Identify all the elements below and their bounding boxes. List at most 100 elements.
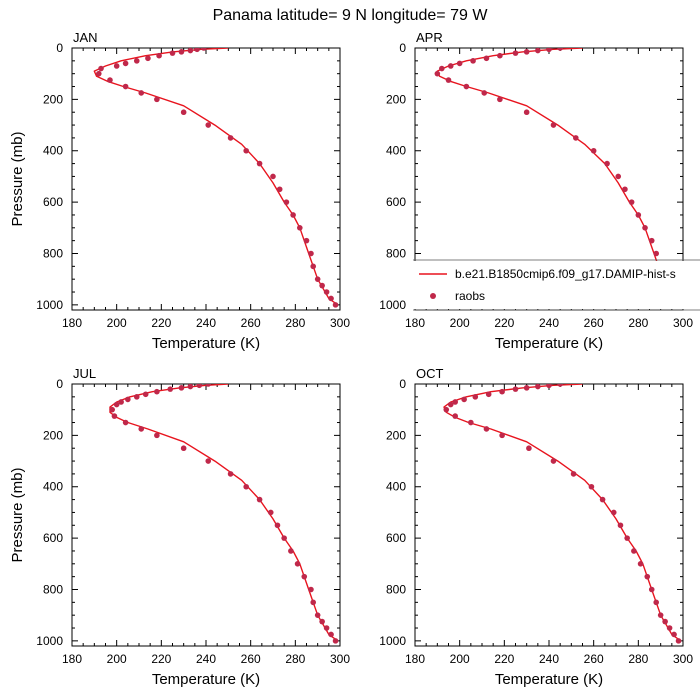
raobs-point [319, 282, 325, 289]
raobs-point [167, 386, 174, 392]
raobs-point [138, 90, 145, 96]
raobs-point [644, 573, 651, 580]
raobs-point [310, 599, 317, 606]
y-tick-label: 400 [386, 480, 406, 494]
raobs-point [227, 135, 234, 141]
model-line [109, 384, 339, 642]
raobs-point [445, 77, 452, 83]
raobs-point [109, 406, 115, 413]
y-tick-label: 600 [43, 195, 63, 209]
raobs-point [113, 63, 120, 69]
raobs-point [452, 399, 459, 405]
raobs-point [122, 60, 129, 67]
raobs-point [308, 586, 314, 593]
raobs-point [145, 55, 151, 62]
panel-label: JAN [73, 30, 98, 45]
x-tick-label: 200 [450, 316, 470, 330]
raobs-point [546, 48, 552, 53]
raobs-point [481, 90, 488, 96]
raobs-point [142, 391, 149, 398]
x-tick-label: 300 [673, 652, 693, 666]
y-tick-label: 0 [56, 41, 63, 55]
raobs-point [523, 109, 530, 116]
x-tick-label: 300 [673, 316, 693, 330]
raobs-point [557, 384, 563, 387]
raobs-point [570, 471, 577, 477]
raobs-point [154, 388, 160, 395]
raobs-point [133, 58, 140, 64]
raobs-point [122, 83, 129, 90]
plot-area [434, 48, 682, 308]
raobs-point [648, 586, 655, 593]
raobs-point [499, 432, 505, 439]
raobs-point [205, 122, 212, 128]
raobs-point [657, 612, 664, 618]
raobs-point [497, 96, 503, 103]
raobs-point [523, 49, 530, 55]
y-tick-label: 600 [386, 195, 406, 209]
plot-area [93, 48, 339, 308]
x-axis-label: Temperature (K) [495, 671, 603, 688]
raobs-point [671, 631, 677, 638]
raobs-point [499, 388, 505, 395]
y-tick-label: 800 [386, 246, 406, 260]
raobs-point [635, 212, 642, 218]
x-tick-label: 280 [285, 652, 305, 666]
raobs-point [113, 401, 120, 408]
raobs-point [98, 65, 104, 72]
raobs-point [270, 173, 276, 180]
raobs-point [617, 522, 624, 529]
raobs-point [314, 276, 321, 282]
y-axis-label: Pressure (mb) [9, 467, 26, 562]
y-tick-label: 800 [43, 246, 63, 260]
x-tick-label: 260 [584, 652, 604, 666]
raobs-point [546, 384, 552, 389]
raobs-point [96, 70, 102, 77]
raobs-point [314, 612, 321, 618]
raobs-point [468, 419, 474, 426]
raobs-point [452, 413, 459, 419]
y-tick-label: 0 [399, 377, 406, 391]
raobs-point [535, 384, 541, 390]
raobs-point [187, 384, 194, 390]
raobs-point [194, 48, 200, 53]
y-tick-label: 200 [43, 92, 63, 106]
x-tick-label: 260 [241, 316, 261, 330]
raobs-point [526, 445, 532, 452]
raobs-point [653, 250, 659, 257]
x-tick-label: 260 [241, 652, 261, 666]
model-line [436, 48, 682, 306]
raobs-point [303, 237, 310, 244]
raobs-point [283, 199, 290, 205]
raobs-point [573, 135, 579, 141]
raobs-point [624, 535, 630, 541]
plot-area [109, 384, 339, 644]
x-tick-label: 280 [628, 652, 648, 666]
y-tick-label: 1000 [379, 298, 406, 312]
raobs-point [443, 406, 450, 413]
raobs-point [288, 548, 294, 554]
y-tick-label: 400 [43, 144, 63, 158]
raobs-point [281, 535, 287, 541]
raobs-point [523, 385, 530, 391]
raobs-point [648, 237, 655, 244]
x-axis-label: Temperature (K) [152, 671, 260, 688]
x-tick-label: 200 [450, 652, 470, 666]
y-tick-label: 200 [386, 92, 406, 106]
raobs-point [512, 50, 519, 56]
y-tick-label: 200 [386, 428, 406, 442]
raobs-point [447, 401, 454, 408]
raobs-point [662, 618, 668, 625]
x-tick-label: 300 [330, 652, 350, 666]
raobs-point [301, 573, 308, 580]
raobs-point [169, 50, 176, 56]
raobs-point [483, 55, 490, 62]
raobs-point [604, 160, 610, 167]
raobs-point [637, 561, 644, 567]
raobs-point [243, 483, 249, 490]
raobs-point [332, 302, 339, 308]
x-tick-label: 280 [628, 316, 648, 330]
x-axis-label: Temperature (K) [495, 335, 603, 352]
raobs-point [290, 212, 296, 218]
